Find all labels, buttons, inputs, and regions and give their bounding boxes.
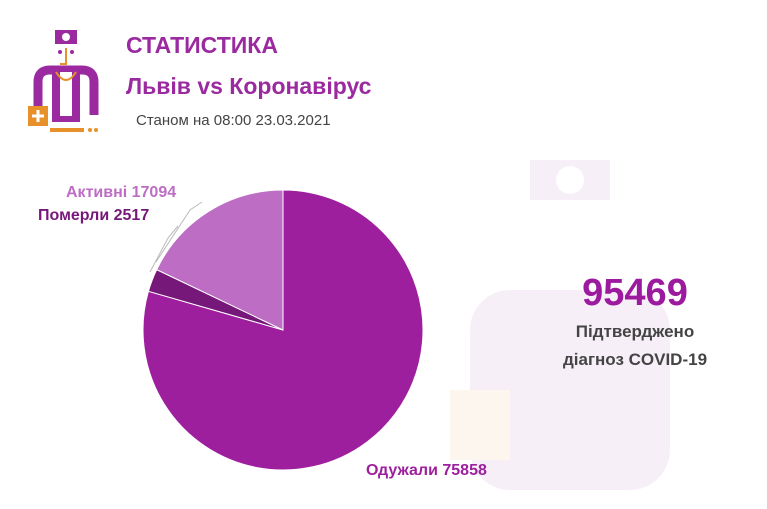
confirmed-caption-line2: діагноз COVID-19 (562, 350, 708, 369)
confirmed-caption-line1: Підтверджено (575, 322, 695, 341)
pie-slice-2 (156, 189, 284, 331)
slice-label-1: Померли 2517 (38, 207, 149, 224)
doctor-logo-icon (28, 30, 99, 132)
pie-slice-0 (142, 189, 424, 471)
slice-label-0: Одужали 75858 (366, 462, 487, 479)
leader-line-1 (149, 225, 179, 273)
leader-line-2 (155, 201, 203, 263)
as-of-timestamp: Станом на 08:00 23.03.2021 (136, 112, 331, 129)
confirmed-total: 95469 (582, 272, 688, 314)
page-subtitle: Львів vs Коронавірус (126, 73, 372, 99)
page-title: СТАТИСТИКА (126, 32, 278, 58)
slice-label-2: Активні 17094 (66, 184, 176, 201)
